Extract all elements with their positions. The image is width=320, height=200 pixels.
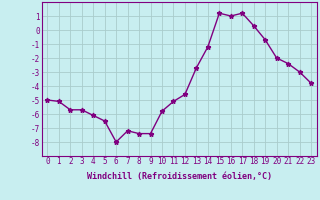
X-axis label: Windchill (Refroidissement éolien,°C): Windchill (Refroidissement éolien,°C) [87, 172, 272, 181]
